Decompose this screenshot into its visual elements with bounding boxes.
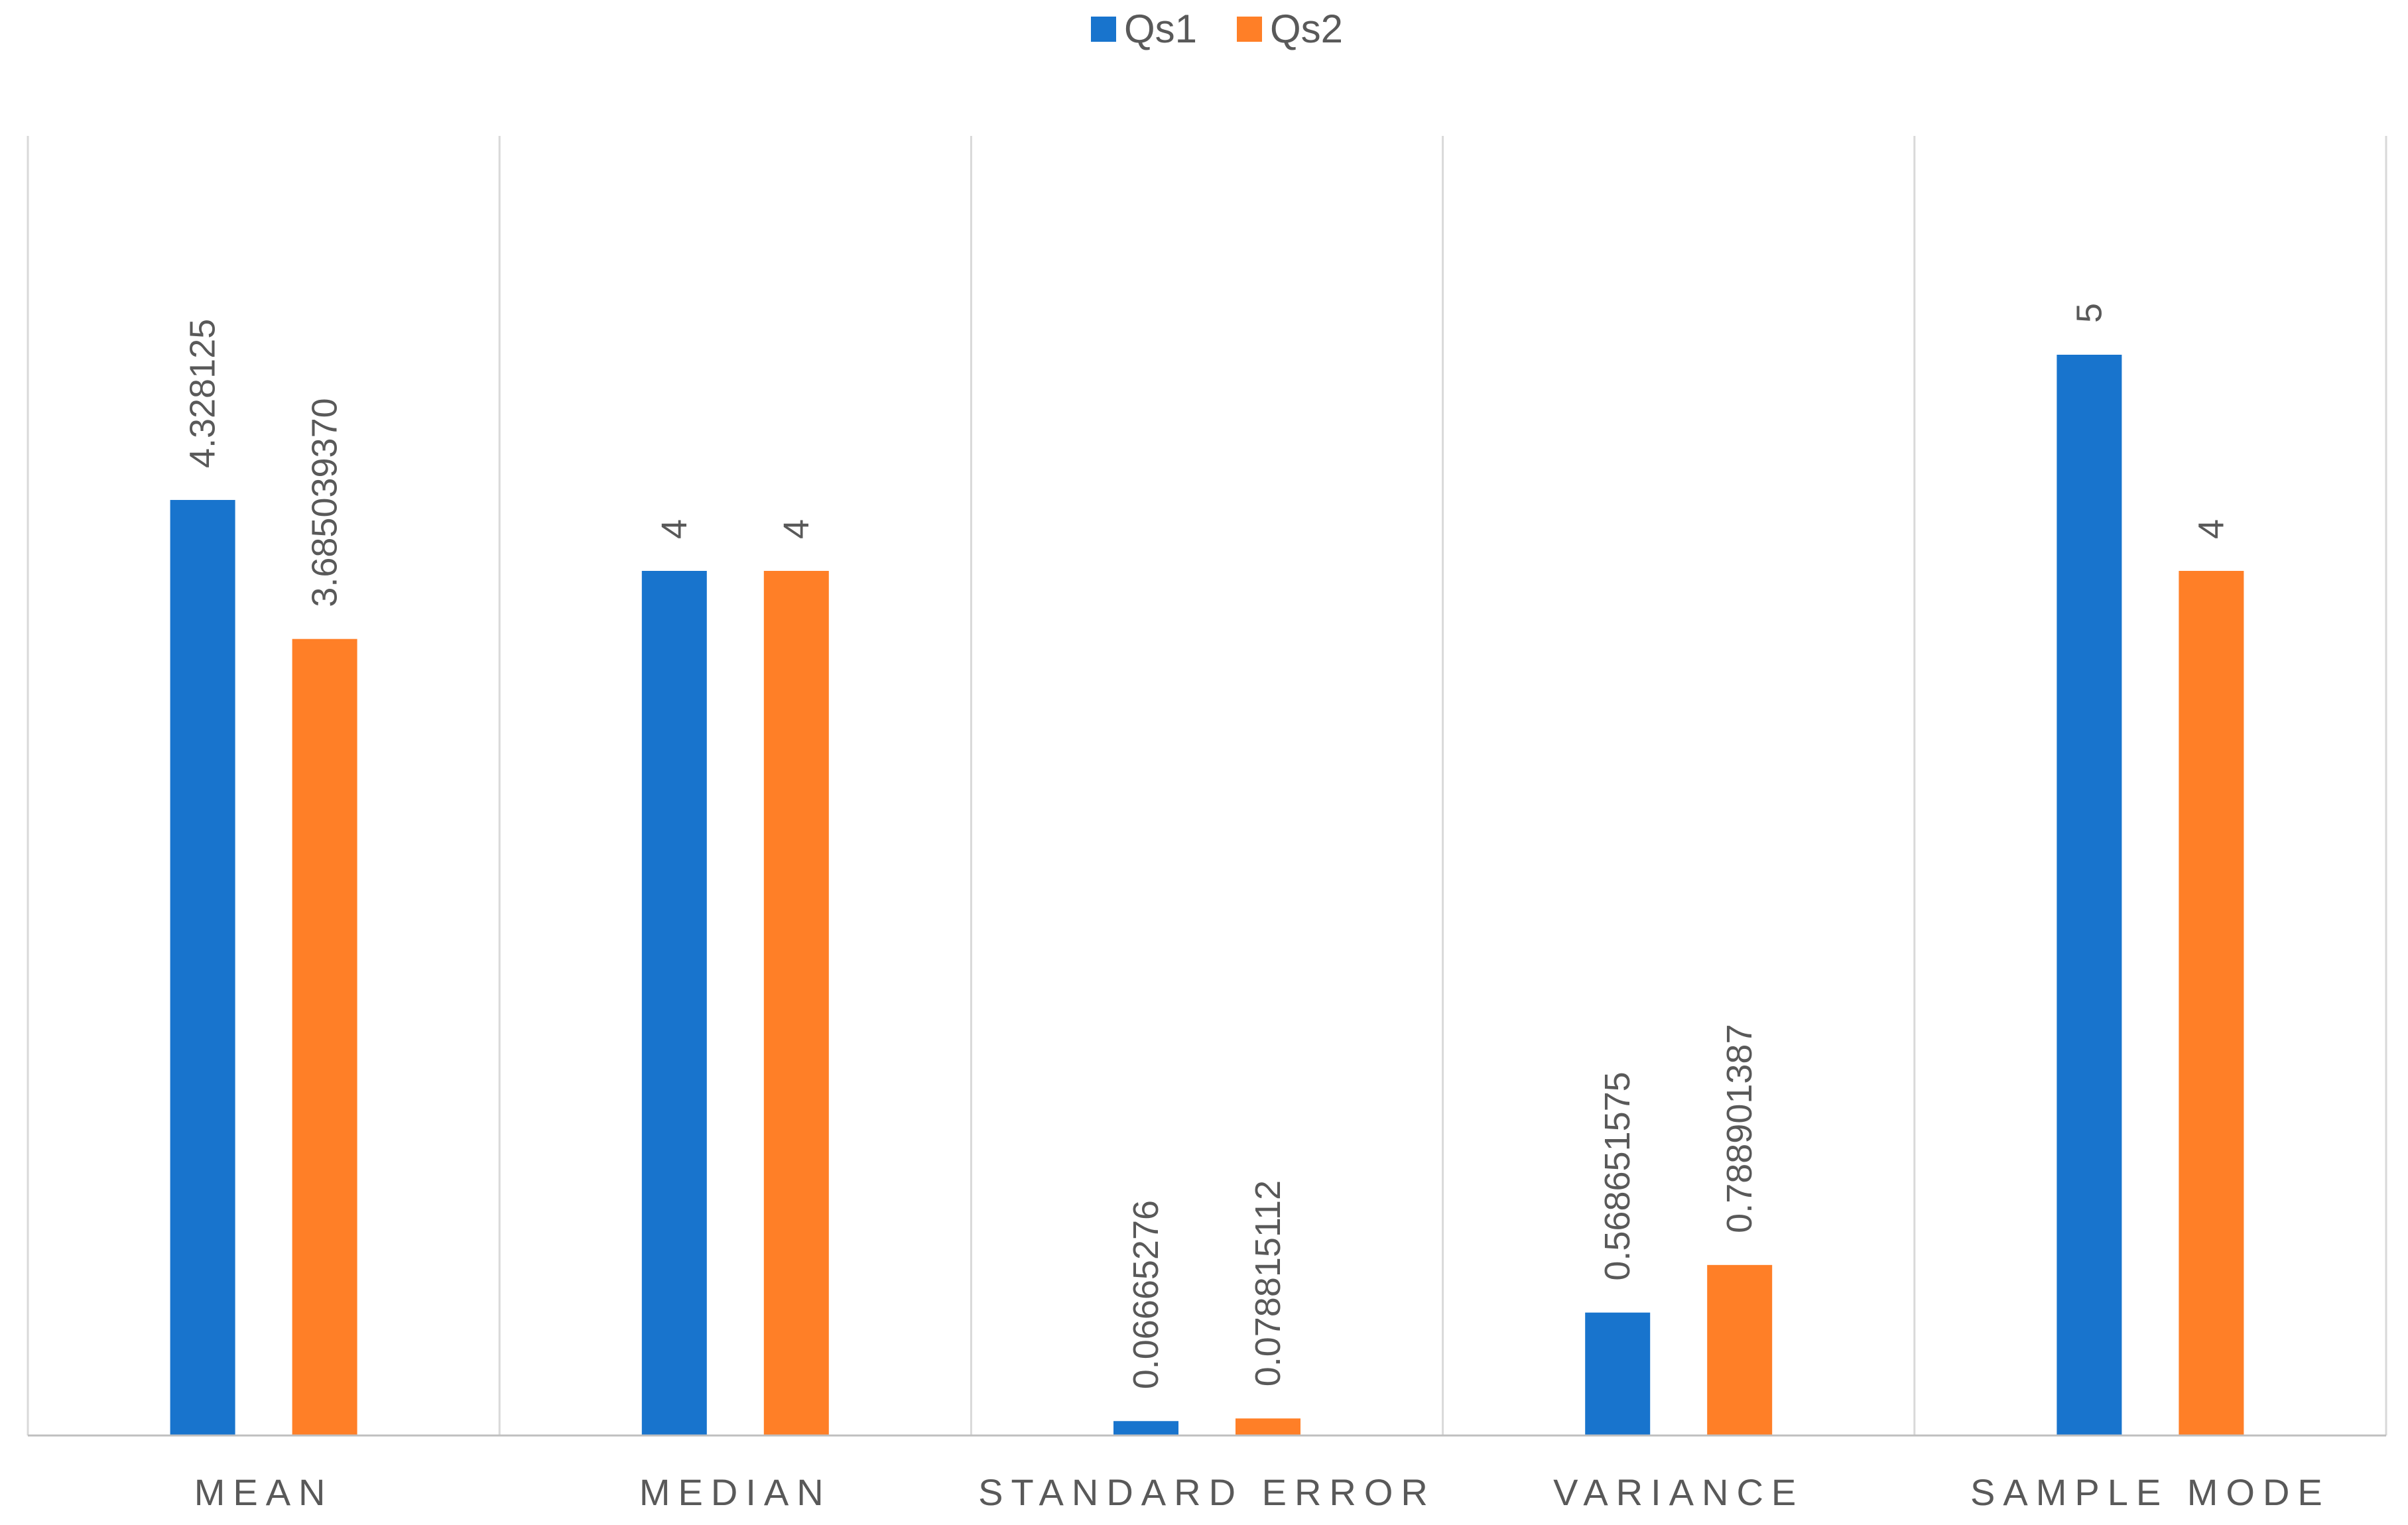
category-label-variance: VARIANCE	[1553, 1471, 1804, 1513]
bar-qs2-median	[763, 571, 829, 1435]
data-label-qs2-sample-mode: 4	[2191, 519, 2231, 539]
bar-qs1-sample-mode	[2057, 355, 2122, 1435]
category-label-standard-error: STANDARD ERROR	[978, 1471, 1436, 1513]
legend: Qs1 Qs2	[1091, 7, 1343, 51]
category-labels: MEAN MEDIAN STANDARD ERROR VARIANCE SAMPLE M…	[194, 1471, 2330, 1513]
bar-qs1-median	[641, 571, 707, 1435]
bar-qs1-mean	[170, 500, 235, 1435]
category-label-mean: MEAN	[194, 1471, 334, 1513]
data-label-qs2-variance: 0.788901387	[1720, 1024, 1759, 1233]
bar-qs2-standard-error	[1236, 1418, 1300, 1435]
bar-qs2-sample-mode	[2179, 571, 2244, 1435]
legend-swatch-qs2	[1237, 17, 1262, 42]
bar-qs2-variance	[1707, 1264, 1773, 1435]
data-label-qs2-standard-error: 0.078815112	[1248, 1180, 1288, 1386]
category-label-sample-mode: SAMPLE MODE	[1970, 1471, 2330, 1513]
legend-label-qs2: Qs2	[1270, 7, 1343, 51]
bar-qs2-mean	[292, 639, 357, 1435]
bar-qs1-standard-error	[1113, 1421, 1178, 1435]
data-label-qs1-median: 4	[655, 519, 694, 539]
data-labels: 4.328125 3.685039370 4 4 0.06665276 0.0788151…	[183, 303, 2232, 1389]
data-label-qs1-sample-mode: 5	[2069, 303, 2109, 323]
category-gridlines	[27, 136, 2387, 1435]
legend-swatch-qs1	[1091, 17, 1116, 42]
data-label-qs1-variance: 0.568651575	[1598, 1071, 1637, 1280]
bars	[170, 355, 2244, 1435]
category-label-median: MEDIAN	[639, 1471, 832, 1513]
legend-label-qs1: Qs1	[1124, 7, 1197, 51]
data-label-qs1-mean: 4.328125	[183, 319, 223, 468]
data-label-qs1-standard-error: 0.06665276	[1126, 1200, 1166, 1389]
bar-qs1-variance	[1585, 1312, 1651, 1435]
data-label-qs2-mean: 3.685039370	[305, 398, 345, 607]
data-label-qs2-median: 4	[777, 519, 816, 539]
